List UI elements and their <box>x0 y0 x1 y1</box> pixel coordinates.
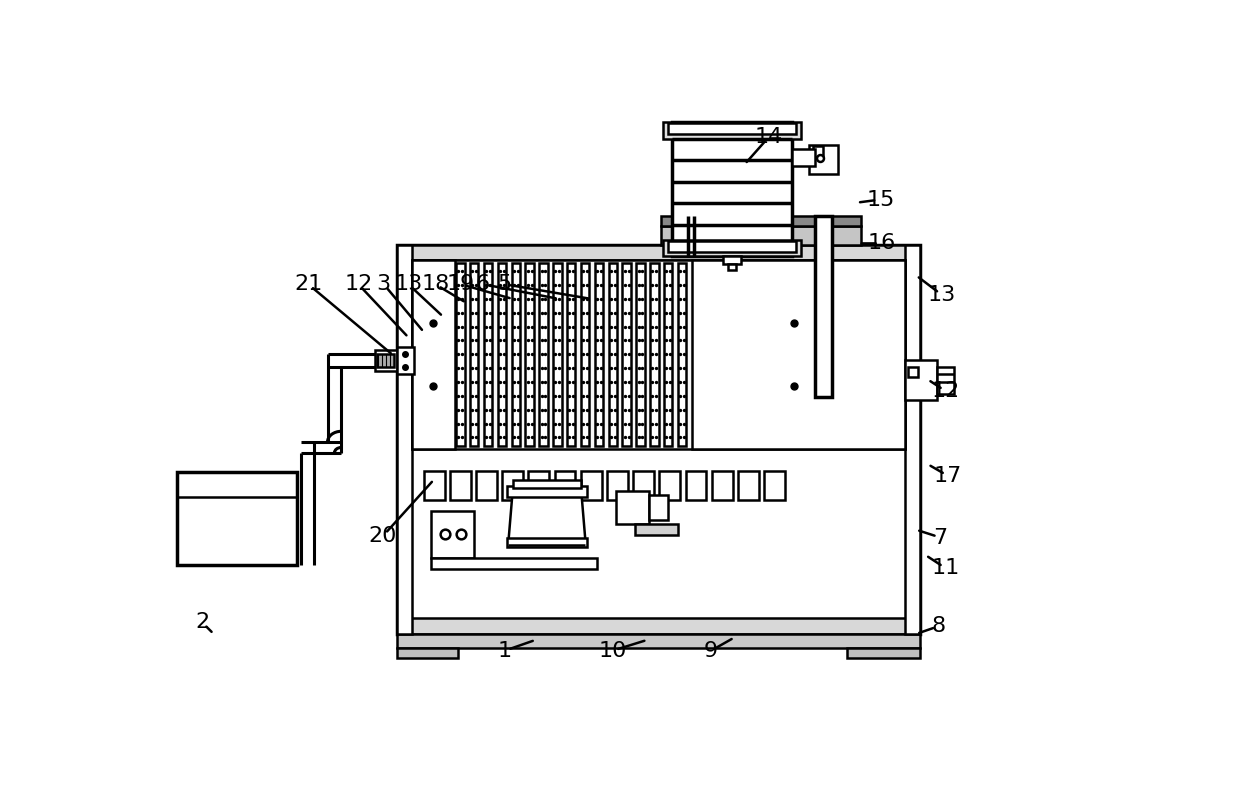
Bar <box>905 360 937 401</box>
Polygon shape <box>508 495 585 541</box>
Bar <box>668 241 796 252</box>
Bar <box>507 486 587 497</box>
Bar <box>554 471 575 500</box>
Bar <box>663 239 801 257</box>
Bar <box>513 480 580 487</box>
Bar <box>712 471 733 500</box>
Bar <box>660 471 681 500</box>
Bar <box>636 263 645 446</box>
Bar <box>502 471 523 500</box>
Text: 1: 1 <box>497 641 512 660</box>
Bar <box>497 263 506 446</box>
Bar <box>432 510 474 559</box>
Bar <box>397 648 459 658</box>
Bar <box>397 245 920 261</box>
Bar <box>450 471 471 500</box>
Bar <box>476 471 497 500</box>
Bar <box>528 471 549 500</box>
Bar <box>397 245 920 634</box>
Bar <box>526 263 534 446</box>
Bar <box>738 471 759 500</box>
Bar <box>484 263 492 446</box>
Text: 5: 5 <box>497 274 512 294</box>
Bar <box>905 245 920 634</box>
Bar <box>937 367 955 393</box>
Bar <box>683 226 701 231</box>
Text: 15: 15 <box>867 190 894 209</box>
Bar <box>723 257 742 264</box>
Bar <box>539 263 548 446</box>
Text: 7: 7 <box>934 528 947 547</box>
Bar <box>661 216 861 226</box>
Bar <box>432 559 596 569</box>
Bar <box>397 347 414 374</box>
Text: 14: 14 <box>755 127 782 147</box>
Bar <box>808 145 838 174</box>
Text: 12: 12 <box>345 274 372 294</box>
Bar <box>847 648 920 658</box>
Bar <box>412 261 905 449</box>
Bar <box>424 471 445 500</box>
Bar <box>792 149 815 166</box>
Text: 18: 18 <box>422 274 449 294</box>
Bar <box>668 123 796 134</box>
Text: 13: 13 <box>394 274 423 294</box>
Bar <box>397 619 920 634</box>
Bar <box>412 261 455 449</box>
Bar <box>580 263 589 446</box>
Bar <box>507 537 587 547</box>
Bar <box>728 264 735 270</box>
Bar <box>650 263 658 446</box>
Bar <box>661 226 861 245</box>
Text: 6: 6 <box>476 274 490 294</box>
Bar <box>553 263 562 446</box>
Bar <box>813 146 822 157</box>
Text: 2: 2 <box>195 612 210 632</box>
Bar <box>672 122 792 257</box>
Bar <box>567 263 575 446</box>
Bar <box>692 261 905 449</box>
Text: 21: 21 <box>294 274 322 294</box>
Bar <box>815 216 832 397</box>
Text: 20: 20 <box>368 526 397 546</box>
Text: 19: 19 <box>446 274 475 294</box>
Bar <box>663 122 801 139</box>
Bar <box>616 491 649 524</box>
Bar <box>397 634 920 648</box>
Bar <box>595 263 603 446</box>
Bar <box>635 524 678 536</box>
Text: 8: 8 <box>931 616 946 636</box>
Bar <box>622 263 631 446</box>
Bar <box>608 471 627 500</box>
Text: 13: 13 <box>928 285 956 305</box>
Bar <box>456 263 465 446</box>
Bar <box>512 263 520 446</box>
Text: 3: 3 <box>377 274 391 294</box>
Bar <box>377 353 394 367</box>
Bar <box>686 471 707 500</box>
Bar <box>634 471 653 500</box>
Bar <box>580 471 601 500</box>
Bar <box>649 495 668 520</box>
Bar <box>663 263 672 446</box>
Text: 10: 10 <box>598 641 626 660</box>
Text: 16: 16 <box>868 233 897 254</box>
Bar <box>678 263 686 446</box>
Text: 12: 12 <box>931 382 960 401</box>
Bar <box>397 245 412 634</box>
Bar <box>609 263 618 446</box>
Bar <box>470 263 479 446</box>
Text: 9: 9 <box>704 641 718 660</box>
Bar <box>376 350 397 371</box>
Text: 17: 17 <box>934 466 962 486</box>
Text: 11: 11 <box>931 559 960 578</box>
Bar <box>177 472 296 565</box>
Bar <box>764 471 785 500</box>
